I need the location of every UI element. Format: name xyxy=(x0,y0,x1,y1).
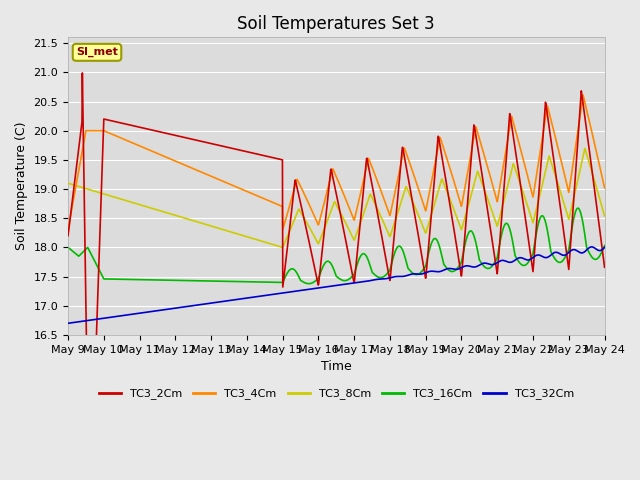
TC3_2Cm xyxy=(601,264,609,270)
TC3_32Cm xyxy=(127,312,135,317)
TC3_2Cm xyxy=(370,192,378,198)
TC3_16Cm xyxy=(127,276,135,282)
Title: Soil Temperatures Set 3: Soil Temperatures Set 3 xyxy=(237,15,435,33)
TC3_4Cm xyxy=(106,130,113,136)
Legend: TC3_2Cm, TC3_4Cm, TC3_8Cm, TC3_16Cm, TC3_32Cm: TC3_2Cm, TC3_4Cm, TC3_8Cm, TC3_16Cm, TC3… xyxy=(94,384,579,404)
TC3_4Cm xyxy=(292,181,300,187)
TC3_16Cm xyxy=(303,280,310,286)
Text: SI_met: SI_met xyxy=(76,47,118,58)
TC3_16Cm xyxy=(64,244,72,250)
TC3_4Cm xyxy=(312,218,320,224)
TC3_8Cm xyxy=(601,213,609,219)
TC3_2Cm xyxy=(128,122,136,128)
TC3_8Cm xyxy=(64,180,72,186)
TC3_4Cm xyxy=(64,227,72,233)
Line: TC3_32Cm: TC3_32Cm xyxy=(68,247,605,324)
TC3_2Cm xyxy=(106,118,114,123)
Line: TC3_16Cm: TC3_16Cm xyxy=(68,208,605,284)
TC3_4Cm xyxy=(579,92,587,98)
TC3_16Cm xyxy=(292,268,300,274)
X-axis label: Time: Time xyxy=(321,360,351,373)
Y-axis label: Soil Temperature (C): Soil Temperature (C) xyxy=(15,122,28,251)
TC3_16Cm xyxy=(305,281,313,287)
Line: TC3_2Cm: TC3_2Cm xyxy=(68,73,605,480)
TC3_4Cm xyxy=(601,185,609,191)
TC3_32Cm xyxy=(601,244,609,250)
TC3_2Cm xyxy=(303,231,311,237)
TC3_8Cm xyxy=(313,238,321,244)
TC3_16Cm xyxy=(601,243,609,249)
TC3_2Cm xyxy=(314,277,321,283)
TC3_2Cm xyxy=(292,182,300,188)
TC3_32Cm xyxy=(369,277,377,283)
TC3_32Cm xyxy=(106,314,113,320)
TC3_4Cm xyxy=(369,168,377,173)
TC3_32Cm xyxy=(292,288,300,294)
TC3_32Cm xyxy=(312,285,320,291)
TC3_8Cm xyxy=(106,193,113,199)
TC3_8Cm xyxy=(581,145,589,151)
TC3_16Cm xyxy=(574,205,582,211)
TC3_16Cm xyxy=(313,277,321,283)
TC3_16Cm xyxy=(370,271,378,276)
TC3_2Cm xyxy=(79,70,86,76)
Line: TC3_4Cm: TC3_4Cm xyxy=(68,95,605,230)
Line: TC3_8Cm: TC3_8Cm xyxy=(68,148,605,247)
TC3_32Cm xyxy=(303,287,310,292)
TC3_4Cm xyxy=(127,140,135,145)
TC3_2Cm xyxy=(64,233,72,239)
TC3_8Cm xyxy=(303,220,311,226)
TC3_32Cm xyxy=(588,244,595,250)
TC3_8Cm xyxy=(370,198,378,204)
TC3_16Cm xyxy=(106,276,113,282)
TC3_8Cm xyxy=(278,244,286,250)
TC3_4Cm xyxy=(303,196,310,202)
TC3_32Cm xyxy=(64,321,72,326)
TC3_8Cm xyxy=(292,213,300,218)
TC3_8Cm xyxy=(127,199,135,205)
